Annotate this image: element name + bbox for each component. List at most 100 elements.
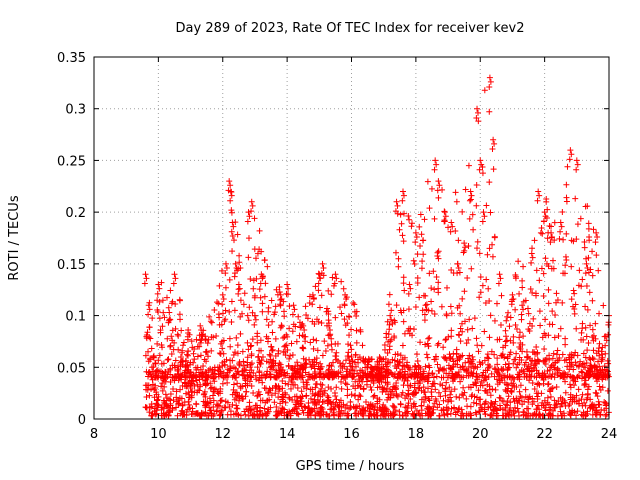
data-point	[423, 301, 430, 308]
x-tick-label: 20	[472, 427, 489, 442]
data-point	[440, 397, 447, 404]
data-point	[355, 382, 362, 389]
data-point	[500, 365, 507, 372]
data-point	[240, 362, 247, 369]
data-point	[332, 314, 339, 321]
data-point	[440, 353, 447, 360]
data-point	[207, 385, 214, 392]
data-point	[481, 406, 488, 413]
data-point	[320, 371, 327, 378]
data-point	[386, 291, 393, 298]
data-point	[493, 368, 500, 375]
y-tick-label: 0.15	[57, 258, 86, 273]
data-point	[146, 404, 153, 411]
data-point	[209, 369, 216, 376]
data-point	[233, 334, 240, 341]
data-point	[507, 399, 514, 406]
data-point	[485, 361, 492, 368]
data-point	[458, 320, 465, 327]
data-point	[356, 392, 363, 399]
data-point	[282, 380, 289, 387]
data-point	[259, 308, 266, 315]
data-point	[435, 340, 442, 347]
data-point	[198, 327, 205, 334]
data-point	[487, 412, 494, 419]
data-point	[425, 343, 432, 350]
data-point	[195, 369, 202, 376]
data-point	[530, 315, 537, 322]
data-point	[290, 374, 297, 381]
data-point	[394, 202, 401, 209]
data-point	[475, 387, 482, 394]
data-point	[465, 243, 472, 250]
data-point	[529, 412, 536, 419]
data-point	[497, 321, 504, 328]
data-point	[562, 335, 569, 342]
data-point	[510, 296, 517, 303]
data-point	[261, 257, 268, 264]
data-point	[251, 294, 258, 301]
data-point	[315, 280, 322, 287]
data-point	[270, 357, 277, 364]
data-point	[542, 361, 549, 368]
data-point	[234, 342, 241, 349]
data-point	[510, 333, 517, 340]
data-point	[248, 198, 255, 205]
data-point	[408, 223, 415, 230]
data-point	[150, 353, 157, 360]
data-point	[248, 367, 255, 374]
data-point	[242, 411, 249, 418]
data-point	[461, 240, 468, 247]
data-point	[538, 224, 545, 231]
data-point	[340, 401, 347, 408]
data-point	[161, 383, 168, 390]
data-point	[497, 275, 504, 282]
data-point	[216, 350, 223, 357]
data-point	[169, 327, 176, 334]
data-point	[474, 238, 481, 245]
data-point	[319, 381, 326, 388]
data-point	[315, 318, 322, 325]
data-point	[364, 404, 371, 411]
data-point	[583, 260, 590, 267]
data-point	[426, 411, 433, 418]
data-point	[491, 404, 498, 411]
data-point	[605, 360, 612, 367]
data-point	[562, 389, 569, 396]
data-point	[420, 292, 427, 299]
data-point	[383, 385, 390, 392]
data-point	[399, 366, 406, 373]
data-point	[411, 410, 418, 417]
data-point	[387, 391, 394, 398]
data-point	[415, 410, 422, 417]
data-point	[539, 399, 546, 406]
data-point	[365, 361, 372, 368]
data-point	[368, 377, 375, 384]
data-point	[454, 260, 461, 267]
data-point	[250, 389, 257, 396]
data-point	[251, 312, 258, 319]
data-point	[445, 224, 452, 231]
data-point	[231, 307, 238, 314]
data-point	[208, 334, 215, 341]
data-point	[590, 356, 597, 363]
data-point	[152, 360, 159, 367]
data-point	[543, 198, 550, 205]
data-point	[598, 358, 605, 365]
data-point	[433, 398, 440, 405]
data-point	[441, 218, 448, 225]
data-point	[536, 381, 543, 388]
data-point	[505, 393, 512, 400]
data-point	[374, 407, 381, 414]
data-point	[388, 336, 395, 343]
data-point	[281, 343, 288, 350]
data-point	[318, 385, 325, 392]
data-point	[457, 378, 464, 385]
data-point	[184, 333, 191, 340]
data-point	[411, 380, 418, 387]
data-point	[142, 352, 149, 359]
data-point	[299, 407, 306, 414]
data-point	[145, 348, 152, 355]
data-point	[563, 373, 570, 380]
data-point	[425, 335, 432, 342]
